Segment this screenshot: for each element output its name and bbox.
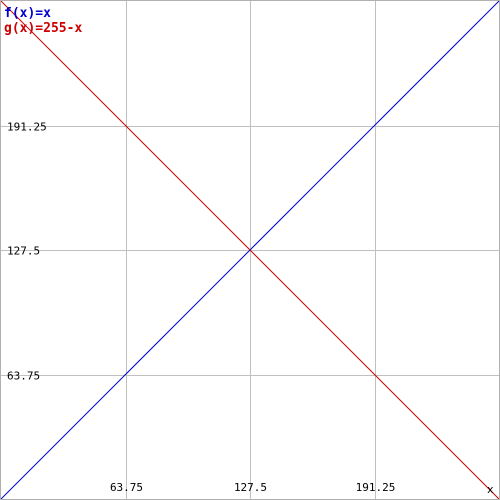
legend-entry: g(x)=255-x [4, 21, 82, 36]
x-tick-label: 127.5 [234, 481, 267, 494]
y-tick-label: 127.5 [7, 245, 40, 258]
x-tick-label: 63.75 [110, 481, 143, 494]
tick-labels: 63.75 127.5 191.25 63.75 127.5 191.25 [7, 121, 395, 495]
y-tick-label: 191.25 [7, 121, 47, 134]
x-tick-label: 191.25 [356, 481, 396, 494]
legend-entry: f(x)=x [4, 6, 51, 21]
legend: f(x)=xg(x)=255-x [4, 6, 82, 36]
y-tick-label: 63.75 [7, 370, 40, 383]
x-axis-symbol: x [487, 483, 494, 496]
